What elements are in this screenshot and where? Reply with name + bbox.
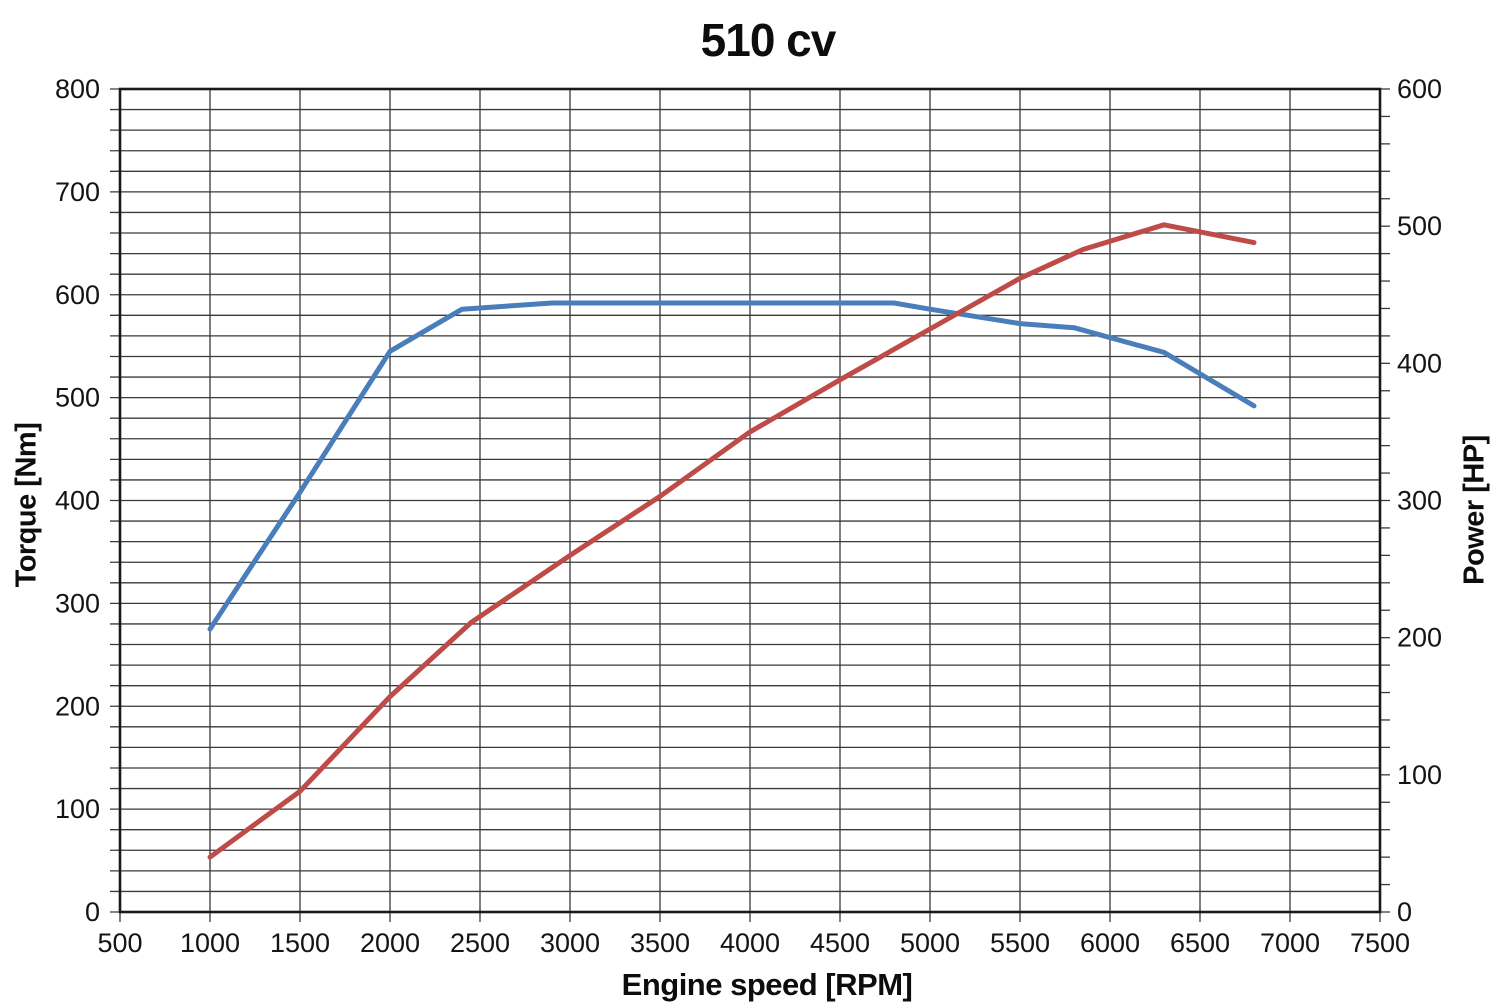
x-axis-title: Engine speed [RPM] bbox=[621, 967, 913, 1002]
x-tick-label: 6000 bbox=[1080, 928, 1140, 958]
x-tick-label: 2000 bbox=[360, 928, 420, 958]
x-tick-label: 2500 bbox=[450, 928, 510, 958]
y-left-tick-label: 300 bbox=[55, 588, 100, 618]
y-left-tick-label: 600 bbox=[55, 280, 100, 310]
y-right-tick-label: 600 bbox=[1397, 74, 1442, 104]
y-right-tick-label: 300 bbox=[1397, 486, 1442, 516]
plot-border bbox=[118, 87, 1382, 914]
y-right-tick-label: 200 bbox=[1397, 623, 1442, 653]
x-tick-label: 5500 bbox=[990, 928, 1050, 958]
x-tick-label: 1500 bbox=[270, 928, 330, 958]
x-tick-label: 4500 bbox=[810, 928, 870, 958]
chart-title: 510 cv bbox=[700, 14, 837, 66]
y-right-tick-label: 100 bbox=[1397, 760, 1442, 790]
x-tick-label: 3000 bbox=[540, 928, 600, 958]
y-left-tick-label: 500 bbox=[55, 383, 100, 413]
y-left-tick-label: 0 bbox=[85, 897, 100, 927]
x-tick-label: 7000 bbox=[1260, 928, 1320, 958]
y-left-axis-title: Torque [Nm] bbox=[10, 422, 43, 588]
y-left-tick-label: 700 bbox=[55, 177, 100, 207]
torque-curve bbox=[207, 300, 1257, 632]
y-left-tick-label: 800 bbox=[55, 74, 100, 104]
y-right-axis-title: Power [HP] bbox=[1458, 435, 1491, 585]
y-right-tick-label: 0 bbox=[1397, 897, 1412, 927]
y-left-tick-label: 400 bbox=[55, 486, 100, 516]
x-tick-label: 5000 bbox=[900, 928, 960, 958]
y-left-tick-label: 200 bbox=[55, 691, 100, 721]
x-tick-label: 500 bbox=[97, 928, 142, 958]
x-tick-label: 1000 bbox=[180, 928, 240, 958]
y-right-tick-label: 400 bbox=[1397, 348, 1442, 378]
x-tick-label: 4000 bbox=[720, 928, 780, 958]
x-tick-label: 7500 bbox=[1350, 928, 1410, 958]
y-left-tick-label: 100 bbox=[55, 794, 100, 824]
power-curve bbox=[207, 222, 1257, 860]
x-tick-label: 6500 bbox=[1170, 928, 1230, 958]
y-right-tick-label: 500 bbox=[1397, 211, 1442, 241]
x-tick-label: 3500 bbox=[630, 928, 690, 958]
